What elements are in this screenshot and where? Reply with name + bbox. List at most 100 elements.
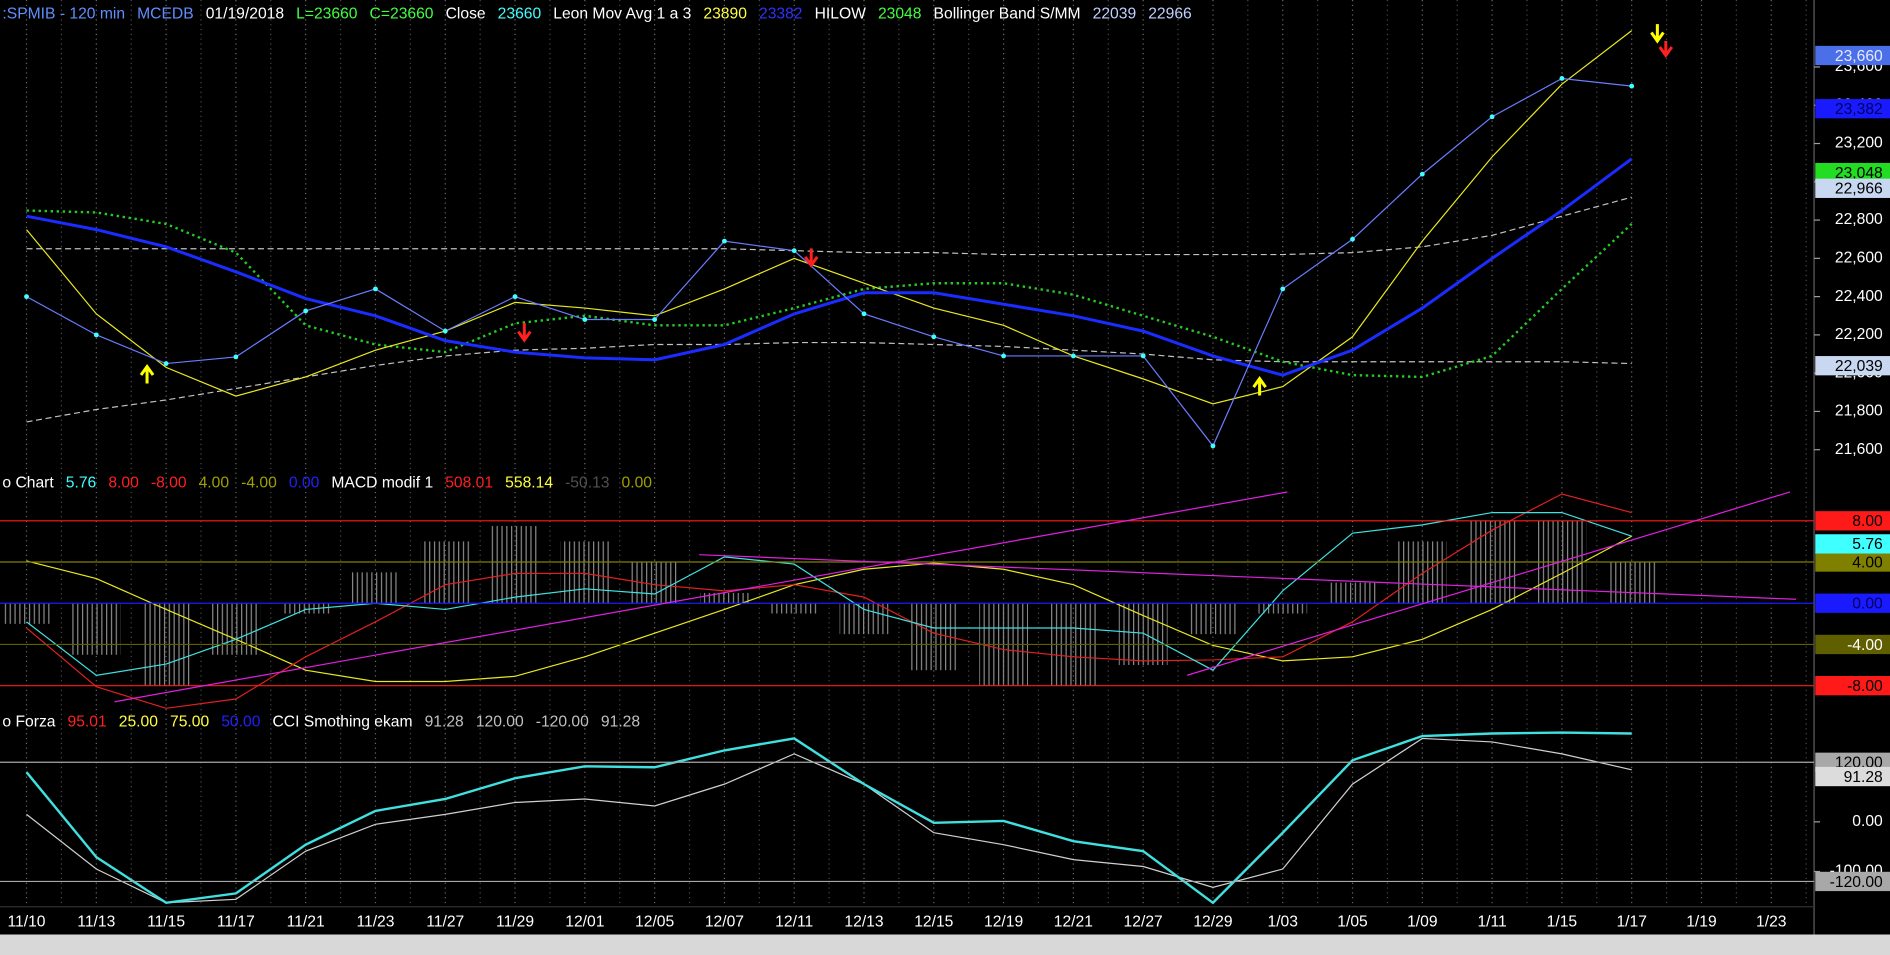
y-tick-label: 22,600: [1835, 249, 1883, 266]
header-text: 0.00: [289, 475, 320, 492]
histogram-bar: [1258, 603, 1308, 614]
header-text: :SPMIB - 120 min: [2, 6, 125, 23]
price-box: [1815, 178, 1890, 198]
header-text: -120.00: [536, 713, 589, 730]
price-box: [1815, 871, 1890, 892]
x-tick-label: 12/07: [705, 914, 744, 931]
price-box-label: 4.00: [1852, 554, 1883, 571]
close-point: [1140, 353, 1146, 359]
header-text: o Forza: [2, 713, 55, 730]
price-box-label: 5.76: [1852, 536, 1883, 553]
close-point: [1350, 236, 1355, 242]
close-point: [1419, 171, 1425, 177]
header-text: 23048: [878, 6, 922, 23]
close-point: [1559, 76, 1565, 81]
price-box-label: -120.00: [1830, 874, 1883, 891]
header-text: 508.01: [445, 475, 493, 492]
y-tick-label: 23,200: [1835, 135, 1883, 152]
buy-arrow: [139, 363, 155, 384]
close-point: [24, 294, 29, 300]
close-point: [373, 286, 378, 292]
x-tick-label: 12/19: [984, 914, 1023, 931]
histogram-bar: [2, 603, 51, 624]
series-line: [25, 731, 1632, 905]
price-box: [1815, 593, 1890, 613]
series-line: [26, 157, 1633, 377]
histogram-bar: [630, 562, 680, 604]
price-box-label: 22,039: [1835, 358, 1883, 375]
x-tick-label: 1/09: [1407, 914, 1437, 931]
plot: [0, 30, 1815, 905]
x-tick-label: 1/19: [1686, 914, 1716, 931]
header-text: 0.00: [622, 475, 653, 492]
close-point: [931, 334, 937, 340]
close-point: [582, 317, 588, 322]
price-box: [1815, 45, 1890, 66]
histogram-bar: [699, 592, 749, 604]
sell-arrow: [517, 323, 532, 343]
header-text: C=23660: [370, 6, 434, 23]
close-point: [233, 354, 239, 360]
header-text: 23890: [703, 6, 747, 23]
close-point: [93, 332, 99, 338]
close-point: [722, 238, 727, 244]
header-text: 50.00: [221, 713, 260, 730]
y-tick-label: 22,400: [1835, 288, 1883, 305]
header-text: 8.00: [108, 475, 139, 492]
header-text: 558.14: [505, 475, 553, 492]
y-tick-label: 22,200: [1835, 326, 1883, 343]
right-axis: 11/10 11/13 11/15 11/17 11/21 11/23 11/27 11/29…: [8, 45, 1890, 931]
x-tick-label: 11/17: [217, 914, 255, 931]
close-point: [1280, 286, 1286, 292]
histogram-bar: [1118, 603, 1168, 666]
price-box: [1815, 676, 1890, 696]
header-text: 22966: [1148, 6, 1192, 23]
price-box: [1815, 634, 1890, 655]
header-text: 4.00: [199, 475, 230, 492]
x-tick-label: 12/27: [1124, 914, 1163, 931]
series-line: [26, 77, 1632, 448]
price-box-label: 23,382: [1835, 101, 1883, 118]
trendline: [1187, 491, 1791, 676]
histogram-bar: [281, 603, 331, 614]
header-text: 23660: [498, 6, 542, 23]
x-tick-label: 12/15: [914, 914, 953, 931]
close-point: [512, 294, 518, 300]
x-tick-label: 11/23: [356, 914, 394, 931]
series-line: [26, 30, 1633, 405]
close-point: [163, 361, 169, 367]
x-tick-label: 1/15: [1547, 914, 1578, 931]
header-text: 22039: [1093, 6, 1137, 23]
histogram-bar: [560, 541, 610, 604]
buy-arrow: [1252, 376, 1267, 396]
histogram-bar: [839, 603, 889, 635]
header-text: 01/19/2018: [206, 6, 285, 23]
x-tick-label: 11/15: [147, 914, 185, 931]
close-point: [1070, 353, 1076, 359]
price-box-label: 0.00: [1852, 596, 1883, 613]
price-box-label: -8.00: [1847, 678, 1883, 695]
signals: [139, 24, 1674, 396]
header-text: o Chart: [2, 475, 54, 492]
header-text: 91.28: [425, 713, 464, 730]
headers: :SPMIB - 120 min MCEDB 01/19/2018 L=23660 C=…: [2, 6, 1192, 731]
x-tick-label: 11/27: [426, 914, 464, 931]
close-point: [861, 311, 867, 317]
header-text: CCI Smothing ekam: [272, 713, 412, 730]
histogram-bar: [1188, 603, 1238, 635]
header-text: -4.00: [241, 475, 277, 492]
x-tick-label: 12/29: [1193, 914, 1232, 931]
histogram-bar: [769, 603, 819, 614]
series-line: [26, 341, 1632, 423]
y-tick-label: 22,800: [1835, 211, 1883, 228]
x-tick-label: 1/23: [1756, 914, 1787, 931]
header-text: 25.00: [119, 713, 158, 730]
sell-arrow: [803, 248, 819, 268]
series-line: [26, 196, 1632, 256]
close-point: [1001, 353, 1006, 359]
header-text: 120.00: [476, 713, 524, 730]
histogram-bar: [1607, 562, 1657, 604]
header-text: MACD modif 1: [331, 475, 433, 492]
header-text: 5.76: [66, 475, 97, 492]
